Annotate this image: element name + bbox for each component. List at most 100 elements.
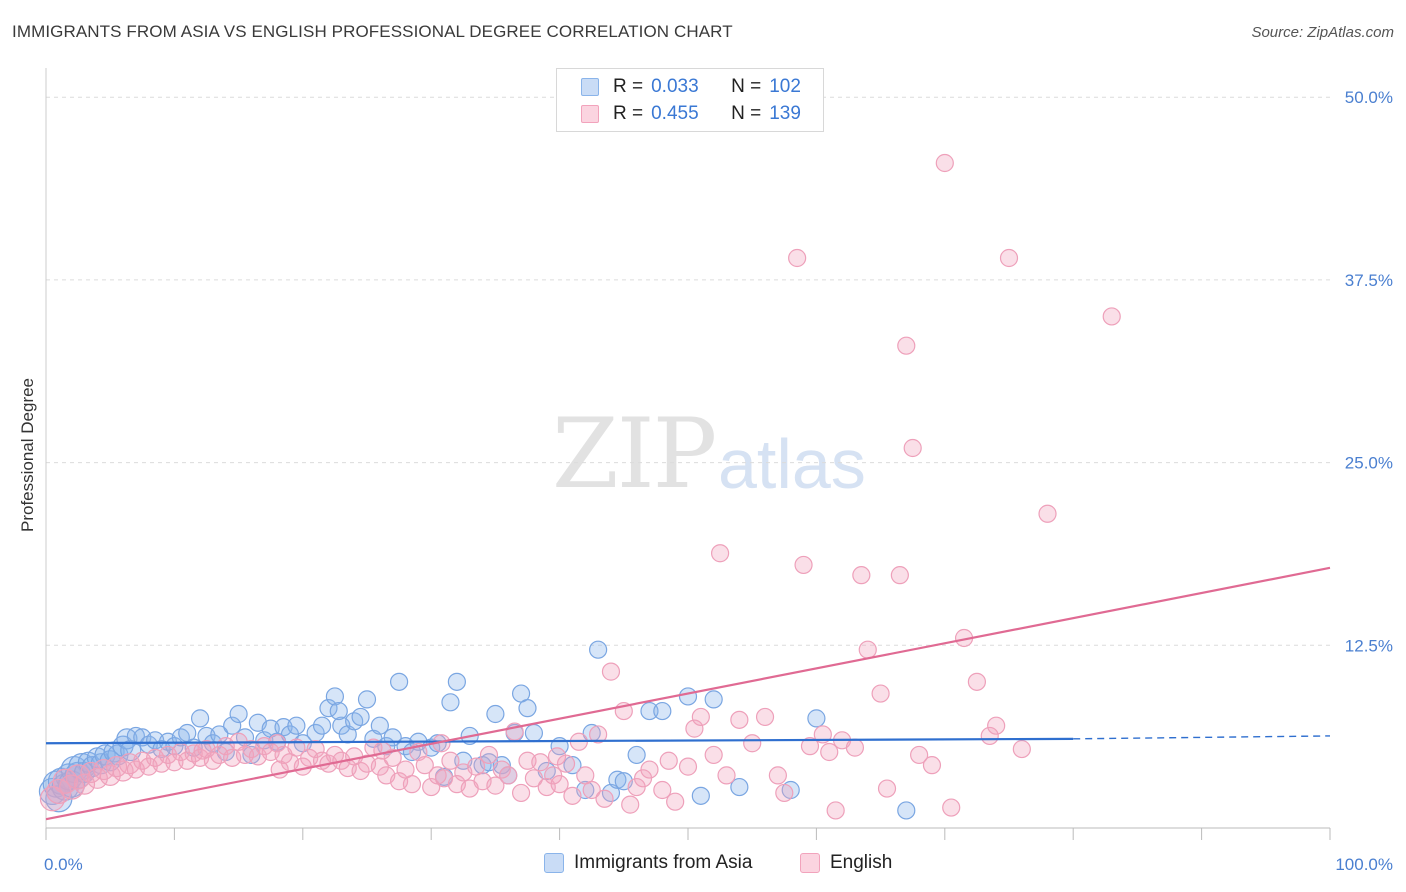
english-point xyxy=(524,769,544,788)
asia-point xyxy=(357,690,377,709)
english-point xyxy=(999,248,1019,268)
english-point xyxy=(415,756,434,775)
x-tick-label: 100.0% xyxy=(1335,855,1393,874)
english-point xyxy=(788,248,807,268)
watermark-zip: ZIP xyxy=(552,398,717,510)
asia-point xyxy=(312,716,332,735)
english-point xyxy=(704,745,723,765)
y-tick-label: 12.5% xyxy=(1345,636,1393,655)
legend-n-value: 102 xyxy=(769,76,801,97)
english-point xyxy=(820,742,839,762)
english-point xyxy=(621,795,640,814)
asia-point xyxy=(229,704,248,724)
asia-point xyxy=(678,687,698,706)
english-point xyxy=(858,640,877,659)
english-point xyxy=(910,745,929,765)
asia-point xyxy=(730,777,749,797)
english-point xyxy=(897,336,916,355)
legend-item-asia[interactable]: Immigrants from Asia xyxy=(544,852,752,874)
asia-point xyxy=(704,690,723,709)
english-point xyxy=(717,766,736,785)
asia-point xyxy=(486,704,505,724)
english-point xyxy=(852,566,871,585)
english-point xyxy=(942,798,961,817)
asia-point xyxy=(223,716,242,735)
asia-point xyxy=(242,745,261,765)
asia-point xyxy=(524,723,544,743)
english-point xyxy=(93,758,115,781)
english-point xyxy=(730,710,749,729)
asia-point xyxy=(640,701,659,721)
asia-point xyxy=(126,726,145,746)
legend-label-asia: Immigrants from Asia xyxy=(574,852,753,873)
english-point xyxy=(775,783,794,803)
english-point xyxy=(373,741,392,760)
tick-labels: 12.5% 25.0% 37.5% 50.0% 0.0% 100.0% xyxy=(44,88,1393,874)
english-point xyxy=(531,753,550,772)
correlation-legend: R = 0.033 N = 102 R = 0.455 N = 139 xyxy=(556,68,824,132)
english-point xyxy=(193,741,212,760)
english-point xyxy=(547,747,567,766)
asia-point xyxy=(691,786,710,805)
asia-point xyxy=(627,745,646,765)
source-label: Source: ZipAtlas.com xyxy=(1251,24,1394,41)
english-point xyxy=(441,751,460,770)
english-point xyxy=(710,544,730,563)
english-point xyxy=(967,672,987,691)
english-point xyxy=(794,555,813,575)
legend-swatch-asia xyxy=(544,853,564,873)
trend-line-asia xyxy=(45,737,1074,745)
english-point xyxy=(351,761,370,781)
asia-point xyxy=(287,716,306,735)
series-asia-points xyxy=(38,640,916,820)
legend-n-value: 139 xyxy=(769,103,801,124)
english-point xyxy=(511,783,531,803)
english-point xyxy=(422,777,441,797)
asia-point xyxy=(518,699,537,718)
legend-row-english: R = 0.455 N = 139 xyxy=(581,102,801,126)
english-point xyxy=(800,737,820,756)
asia-point xyxy=(807,709,826,728)
english-point xyxy=(73,773,96,795)
english-point xyxy=(743,734,762,753)
english-point xyxy=(1012,739,1031,759)
english-point xyxy=(666,792,685,811)
asia-point xyxy=(351,707,370,727)
chart-title: IMMIGRANTS FROM ASIA VS ENGLISH PROFESSI… xyxy=(12,22,733,41)
trend-line-english xyxy=(45,566,1331,821)
english-point xyxy=(383,748,402,767)
legend-r-value: 0.455 xyxy=(651,103,699,124)
y-tick-label: 37.5% xyxy=(1345,271,1393,290)
watermark-atlas: atlas xyxy=(718,425,866,503)
asia-point xyxy=(319,699,338,718)
trend-lines xyxy=(45,566,1331,821)
asia-point xyxy=(653,701,672,721)
english-point xyxy=(287,738,306,757)
english-point xyxy=(306,739,325,759)
legend-r-value: 0.033 xyxy=(651,76,699,97)
series-legend: Immigrants from Asia English xyxy=(0,852,1406,878)
asia-point xyxy=(608,770,627,789)
english-point xyxy=(659,751,678,770)
english-point xyxy=(486,776,505,795)
y-tick-label: 50.0% xyxy=(1345,88,1393,107)
asia-point xyxy=(370,716,389,735)
english-point xyxy=(922,756,942,775)
legend-r-label: R = xyxy=(613,103,644,124)
asia-point xyxy=(329,701,348,721)
english-point xyxy=(499,766,518,785)
y-axis-label: Professional Degree xyxy=(18,378,37,532)
english-point xyxy=(678,757,698,776)
english-point xyxy=(691,707,710,727)
asia-point xyxy=(897,801,916,820)
english-point xyxy=(987,716,1006,735)
english-point xyxy=(582,780,601,800)
asia-point xyxy=(390,672,409,691)
legend-n-label: N = xyxy=(731,76,762,97)
legend-item-english[interactable]: English xyxy=(800,852,892,874)
english-point xyxy=(1102,307,1121,326)
asia-point xyxy=(563,756,582,775)
asia-point xyxy=(441,693,460,712)
english-point xyxy=(640,760,659,779)
